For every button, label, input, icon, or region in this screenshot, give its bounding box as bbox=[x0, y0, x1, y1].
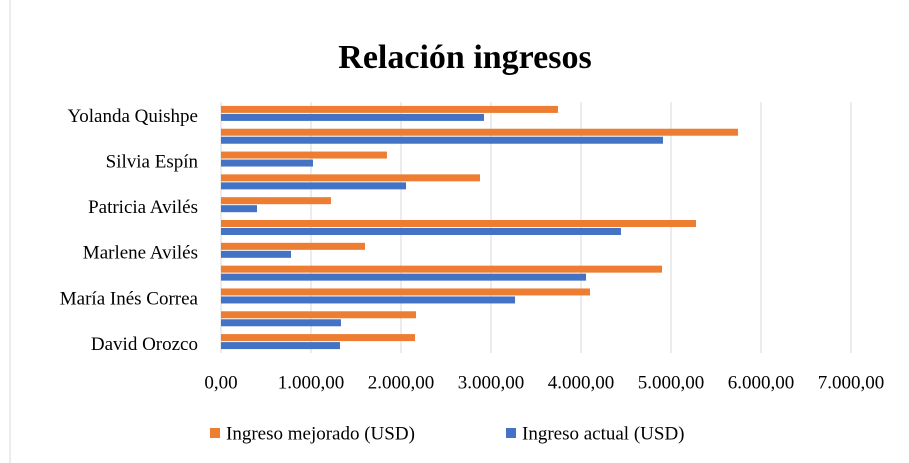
y-tick-label: Yolanda Quishpe bbox=[67, 106, 198, 127]
x-tick-label: 6.000,00 bbox=[728, 372, 795, 393]
bar bbox=[221, 265, 662, 273]
legend-label: Ingreso mejorado (USD) bbox=[226, 423, 415, 444]
bar bbox=[221, 220, 697, 227]
x-tick-label: 5.000,00 bbox=[638, 372, 705, 393]
bar bbox=[221, 288, 590, 296]
y-tick-label: Silvia Espín bbox=[106, 151, 199, 172]
x-tick-label: 3.000,00 bbox=[458, 372, 525, 393]
bar bbox=[221, 342, 340, 350]
x-tick-label: 2.000,00 bbox=[368, 372, 435, 393]
chart-title: Relación ingresos bbox=[338, 39, 591, 76]
bar bbox=[221, 296, 516, 304]
bar bbox=[221, 242, 365, 250]
bar bbox=[221, 159, 313, 167]
y-tick-label: Marlene Avilés bbox=[83, 243, 198, 264]
y-tick-label: María Inés Correa bbox=[60, 288, 199, 309]
bar bbox=[221, 334, 416, 342]
bar bbox=[221, 174, 481, 182]
bar bbox=[221, 113, 484, 121]
bar bbox=[221, 205, 257, 213]
bar bbox=[221, 197, 331, 205]
y-tick-label: David Orozco bbox=[91, 334, 198, 355]
bar bbox=[221, 273, 587, 281]
x-tick-label: 1.000,00 bbox=[278, 372, 345, 393]
bar bbox=[221, 228, 621, 235]
legend-swatch bbox=[210, 428, 220, 438]
bar bbox=[221, 105, 558, 113]
bar bbox=[221, 136, 663, 144]
y-tick-label: Patricia Avilés bbox=[88, 197, 198, 218]
bar bbox=[221, 128, 738, 136]
bar bbox=[221, 151, 387, 159]
legend-swatch bbox=[506, 428, 516, 438]
x-tick-label: 0,00 bbox=[204, 372, 237, 393]
x-tick-label: 4.000,00 bbox=[548, 372, 615, 393]
bar bbox=[221, 182, 407, 190]
x-tick-label: 7.000,00 bbox=[818, 372, 885, 393]
bar bbox=[221, 311, 417, 319]
bar bbox=[221, 319, 341, 327]
legend-label: Ingreso actual (USD) bbox=[522, 423, 685, 444]
bar bbox=[221, 250, 292, 258]
